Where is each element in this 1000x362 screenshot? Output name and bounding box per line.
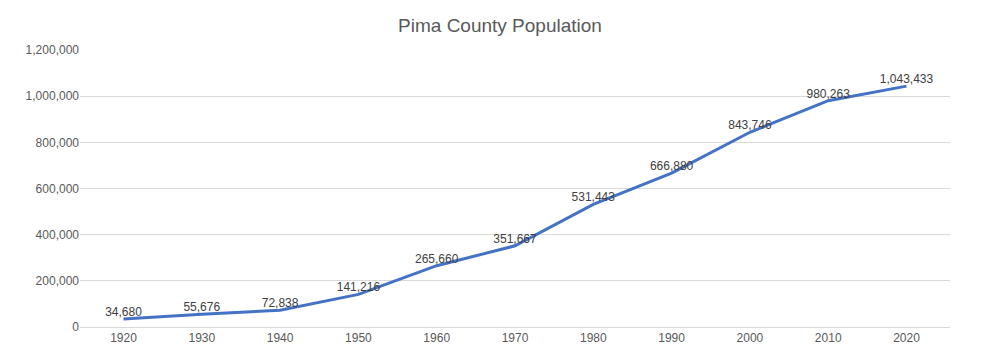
svg-text:0: 0: [72, 320, 79, 334]
svg-text:2010: 2010: [815, 331, 842, 345]
svg-text:666,880: 666,880: [650, 159, 694, 173]
svg-text:141,216: 141,216: [337, 280, 381, 294]
svg-text:1940: 1940: [267, 331, 294, 345]
svg-text:72,838: 72,838: [262, 296, 299, 310]
svg-text:1980: 1980: [580, 331, 607, 345]
svg-text:1970: 1970: [502, 331, 529, 345]
svg-text:843,746: 843,746: [728, 118, 772, 132]
svg-text:2020: 2020: [893, 331, 920, 345]
svg-text:400,000: 400,000: [36, 228, 80, 242]
svg-text:600,000: 600,000: [36, 182, 80, 196]
svg-text:1920: 1920: [110, 331, 137, 345]
svg-text:Pima County Population: Pima County Population: [398, 15, 602, 36]
svg-text:55,676: 55,676: [183, 300, 220, 314]
svg-text:34,680: 34,680: [105, 305, 142, 319]
svg-text:1990: 1990: [658, 331, 685, 345]
svg-text:800,000: 800,000: [36, 136, 80, 150]
svg-text:1,200,000: 1,200,000: [26, 43, 80, 57]
svg-text:1,000,000: 1,000,000: [26, 89, 80, 103]
svg-text:1,043,433: 1,043,433: [880, 72, 934, 86]
svg-text:1960: 1960: [423, 331, 450, 345]
svg-text:2000: 2000: [737, 331, 764, 345]
svg-text:200,000: 200,000: [36, 274, 80, 288]
svg-text:531,443: 531,443: [572, 190, 616, 204]
svg-text:1930: 1930: [188, 331, 215, 345]
svg-text:351,667: 351,667: [493, 232, 537, 246]
svg-text:980,263: 980,263: [807, 87, 851, 101]
svg-text:1950: 1950: [345, 331, 372, 345]
svg-text:265,660: 265,660: [415, 252, 459, 266]
